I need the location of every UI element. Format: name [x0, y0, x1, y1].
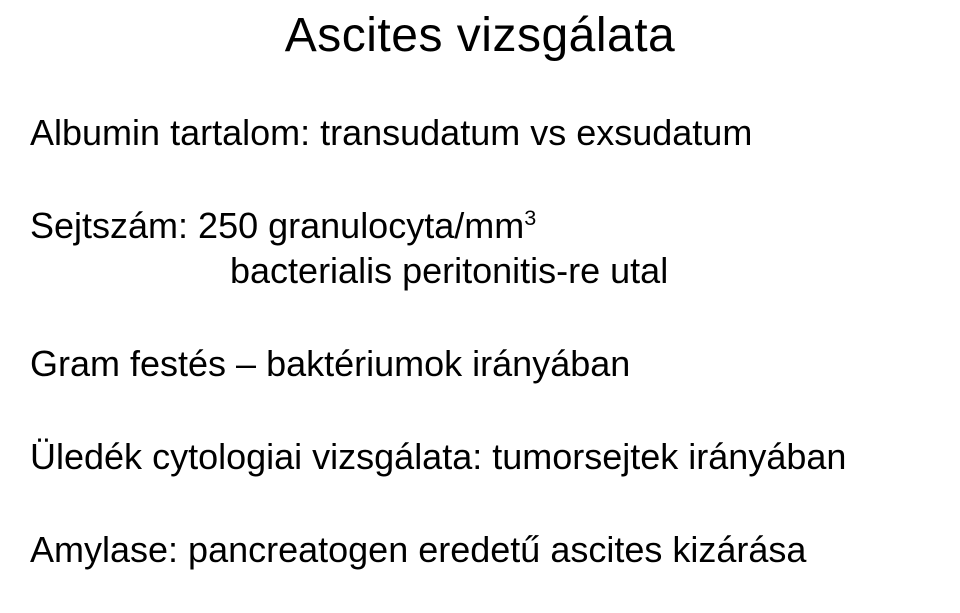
sejtszam-line2: bacterialis peritonitis-re utal: [30, 248, 930, 293]
paragraph-gram: Gram festés – baktériumok irányában: [30, 341, 930, 386]
paragraph-amylase: Amylase: pancreatogen eredetű ascites ki…: [30, 527, 930, 572]
slide-title: Ascites vizsgálata: [0, 8, 960, 63]
slide: Ascites vizsgálata Albumin tartalom: tra…: [0, 0, 960, 613]
sejtszam-line1-text: Sejtszám: 250 granulocyta/mm: [30, 205, 524, 246]
paragraph-uledek: Üledék cytologiai vizsgálata: tumorsejte…: [30, 434, 930, 479]
paragraph-sejtszam: Sejtszám: 250 granulocyta/mm3 bacteriali…: [30, 203, 930, 293]
sejtszam-superscript: 3: [524, 205, 536, 230]
sejtszam-line1: Sejtszám: 250 granulocyta/mm3: [30, 203, 930, 248]
paragraph-albumin: Albumin tartalom: transudatum vs exsudat…: [30, 110, 930, 155]
slide-body: Albumin tartalom: transudatum vs exsudat…: [30, 110, 930, 613]
